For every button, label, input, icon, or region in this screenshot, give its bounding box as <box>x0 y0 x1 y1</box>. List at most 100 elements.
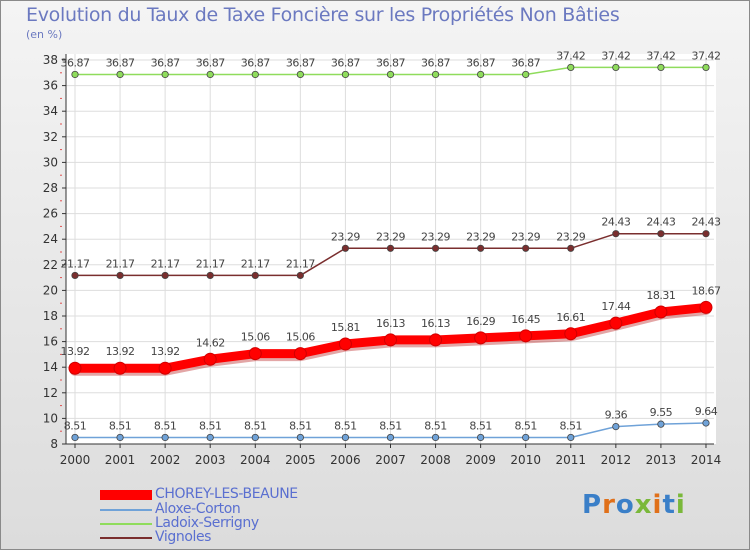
data-point <box>612 422 620 431</box>
y-tick-label: 24 <box>43 232 58 246</box>
data-label: 8.51 <box>109 419 132 432</box>
data-point <box>522 244 530 252</box>
data-point <box>477 433 485 442</box>
data-point <box>248 347 262 361</box>
data-label: 8.51 <box>469 419 492 432</box>
y-tick-label: 20 <box>43 283 58 297</box>
x-tick-label: 2011 <box>555 453 586 467</box>
data-point <box>71 271 79 280</box>
data-point <box>116 70 124 79</box>
legend-label-aloxe-corton: Aloxe-Corton <box>155 501 241 517</box>
data-label: 23.29 <box>421 230 450 243</box>
data-point <box>699 300 713 314</box>
legend-label-ladoix-serrigny: Ladoix-Serrigny <box>155 515 259 531</box>
x-tick-label: 2007 <box>375 453 406 467</box>
data-label: 21.17 <box>196 257 225 270</box>
data-point <box>251 70 259 79</box>
data-label: 23.29 <box>556 230 585 243</box>
data-label: 24.43 <box>601 216 630 229</box>
x-tick-label: 2005 <box>285 453 316 467</box>
y-tick-label: 10 <box>43 411 58 425</box>
logo-letter: o <box>615 490 635 520</box>
data-label: 13.92 <box>151 345 180 358</box>
data-label: 8.51 <box>244 419 267 432</box>
x-tick-label: 2004 <box>240 453 271 467</box>
data-point <box>116 271 124 280</box>
data-point <box>203 352 217 366</box>
data-point <box>296 271 304 280</box>
series-vignoles: 21.17 21.17 21.17 21.17 21.17 21.17 23.29 23.29… <box>61 216 721 280</box>
y-tick-label: 38 <box>43 53 58 67</box>
data-label: 8.51 <box>424 419 447 432</box>
data-point <box>654 305 668 319</box>
x-tick-label: 2001 <box>105 453 136 467</box>
data-label: 37.42 <box>556 49 585 62</box>
data-label: 36.87 <box>511 56 540 69</box>
data-point <box>612 63 620 72</box>
data-point <box>116 433 124 442</box>
data-point <box>383 333 397 347</box>
x-tick-label: 2006 <box>330 453 361 467</box>
x-tick-label: 2002 <box>150 453 181 467</box>
data-label: 9.36 <box>605 409 628 422</box>
logo-letter: t <box>662 490 676 520</box>
x-tick-label: 2009 <box>465 453 496 467</box>
y-tick-label: 30 <box>43 155 58 169</box>
x-tick-label: 2014 <box>691 453 722 467</box>
data-label: 37.42 <box>601 49 630 62</box>
data-point <box>474 331 488 345</box>
data-point <box>251 433 259 442</box>
data-point <box>206 271 214 280</box>
data-label: 8.51 <box>560 419 583 432</box>
data-point <box>158 361 172 375</box>
legend-swatch-ladoix-serrigny <box>100 523 152 525</box>
data-label: 36.87 <box>376 56 405 69</box>
data-label: 8.51 <box>379 419 402 432</box>
y-tick-label: 32 <box>43 130 58 144</box>
data-label: 17.44 <box>601 300 630 313</box>
data-label: 16.29 <box>466 315 495 328</box>
data-point <box>609 316 623 330</box>
data-point <box>567 63 575 72</box>
chart-title: Evolution du Taux de Taxe Foncière sur l… <box>26 4 620 26</box>
legend-label-chorey-les-beaune: CHOREY-LES-BEAUNE <box>155 486 298 502</box>
data-point <box>161 433 169 442</box>
data-point <box>341 433 350 442</box>
data-point <box>386 433 395 442</box>
data-label: 21.17 <box>106 257 135 270</box>
data-label: 21.17 <box>151 257 180 270</box>
data-point <box>564 327 578 341</box>
data-point <box>161 70 169 79</box>
data-label: 36.87 <box>196 56 225 69</box>
data-label: 16.45 <box>511 313 540 326</box>
data-label: 36.87 <box>151 56 180 69</box>
y-tick-label: 34 <box>43 104 58 118</box>
data-label: 16.13 <box>376 317 405 330</box>
data-point <box>522 70 530 79</box>
legend-swatch-chorey-les-beaune <box>100 490 152 500</box>
data-label: 36.87 <box>421 56 450 69</box>
data-point <box>386 70 395 79</box>
data-label: 24.43 <box>691 216 720 229</box>
data-point <box>657 230 665 238</box>
data-label: 36.87 <box>61 56 90 69</box>
y-tick-label: 8 <box>50 437 58 451</box>
data-point <box>206 70 214 79</box>
data-label: 13.92 <box>106 345 135 358</box>
data-point <box>702 63 710 72</box>
data-point <box>477 70 485 79</box>
data-label: 36.87 <box>331 56 360 69</box>
data-label: 8.51 <box>334 419 357 432</box>
data-point <box>113 361 127 375</box>
series-aloxe-corton: 8.51 8.51 8.51 8.51 8.51 8.51 8.51 8.51 8.51 8.51… <box>64 405 718 442</box>
data-point <box>702 419 710 427</box>
data-label: 15.06 <box>241 331 270 344</box>
logo-letter: r <box>602 490 616 520</box>
data-point <box>338 337 352 351</box>
data-point <box>702 230 710 238</box>
data-point <box>567 433 575 442</box>
x-tick-label: 2003 <box>195 453 226 467</box>
series-ladoix-serrigny: 36.87 36.87 36.87 36.87 36.87 36.87 36.87 36.87… <box>61 49 721 79</box>
data-point <box>68 361 82 375</box>
